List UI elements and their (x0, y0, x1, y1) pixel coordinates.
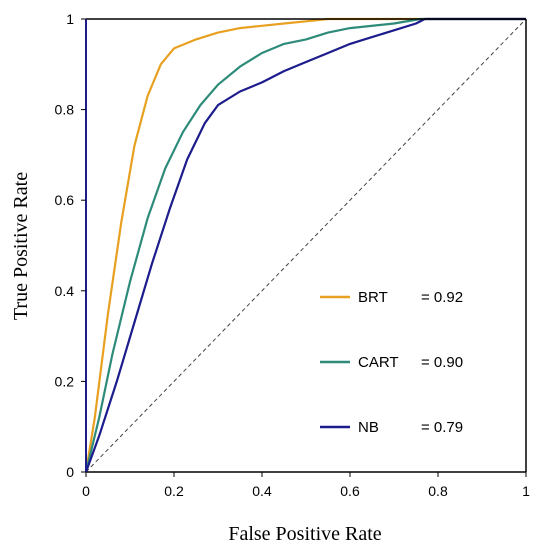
y-tick-label: 1 (66, 11, 74, 27)
diagonal-reference-line (85, 18, 527, 473)
series-line-brt (84, 17, 526, 473)
y-tick-label: 0.2 (55, 373, 75, 389)
y-axis-title: True Positive Rate (10, 172, 32, 320)
frame-layer (85, 18, 527, 473)
x-tick-label: 0 (82, 483, 90, 499)
y-tick-label: 0.8 (55, 102, 75, 118)
x-tick-label: 0.2 (164, 483, 184, 499)
y-axis-ticks: 0 0.2 0.4 0.6 0.8 1 (55, 11, 86, 480)
x-axis-title: False Positive Rate (228, 523, 381, 545)
x-tick-label: 0.8 (428, 483, 448, 499)
legend-auc-cart: = 0.90 (421, 354, 463, 371)
series-line-nb (84, 17, 526, 473)
series-line-cart (84, 17, 526, 473)
legend-auc-nb: = 0.79 (421, 419, 463, 436)
y-tick-label: 0.6 (55, 192, 75, 208)
y-tick-label: 0.4 (55, 283, 75, 299)
x-tick-label: 0.4 (252, 483, 272, 499)
legend-label-cart: CART (358, 354, 399, 371)
x-axis-ticks: 0 0.2 0.4 0.6 0.8 1 (82, 472, 530, 499)
legend-label-brt: BRT (358, 289, 388, 306)
y-tick-label: 0 (66, 464, 74, 480)
diagonal-layer (85, 18, 527, 473)
series-layer (84, 17, 526, 473)
legend-label-nb: NB (358, 419, 379, 436)
x-tick-label: 1 (522, 483, 530, 499)
legend-auc-brt: = 0.92 (421, 289, 463, 306)
legend: BRT = 0.92 CART = 0.90 NB = 0.79 (320, 289, 463, 436)
x-tick-label: 0.6 (340, 483, 360, 499)
